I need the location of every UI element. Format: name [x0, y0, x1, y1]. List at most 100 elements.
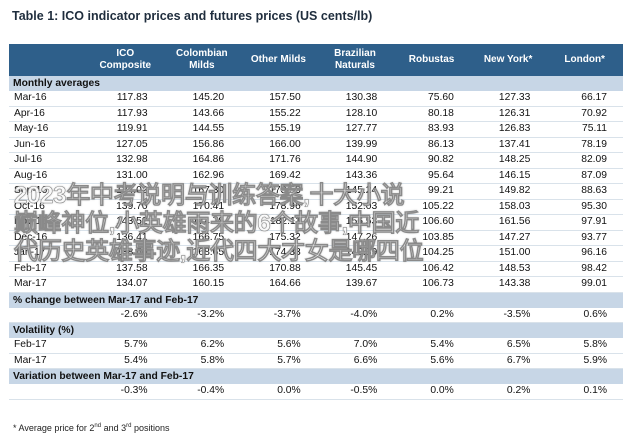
cell-value: 145.45 — [316, 261, 394, 277]
cell-value: 6.2% — [163, 338, 241, 354]
cell-value: 164.86 — [163, 152, 241, 169]
header-robustas: Robustas — [393, 44, 470, 76]
row-label — [9, 384, 87, 400]
cell-value: 105.22 — [393, 199, 470, 215]
cell-value: -0.4% — [163, 384, 241, 400]
cell-value: 0.0% — [240, 384, 317, 400]
cell-value: 143.66 — [163, 106, 241, 122]
section-label: Monthly averages — [9, 76, 623, 91]
table-row: Jan-17 138.60 168.65 174.33 149.39 104.25 151.… — [9, 245, 623, 262]
cell-value: 117.83 — [87, 91, 164, 107]
cell-value: 148.25 — [469, 152, 547, 169]
table-row: Feb-17 137.58 166.35 170.88 145.45 106.42 148.… — [9, 261, 623, 277]
table-row: Dec-16 136.41 166.75 175.32 147.26 103.85 147.… — [9, 230, 623, 246]
cell-value: 126.83 — [469, 121, 547, 138]
cell-value: 139.67 — [316, 276, 394, 293]
cell-value: 104.25 — [393, 245, 470, 262]
table-row: Mar-17 5.4% 5.8% 5.7% 6.6% 5.6% 6.7% 5.9% — [9, 353, 623, 369]
row-label: May-16 — [9, 121, 87, 138]
cell-value: 96.16 — [546, 245, 623, 262]
cell-value: 5.9% — [546, 353, 623, 369]
section-pct-change: % change between Mar-17 and Feb-17 — [9, 292, 623, 308]
cell-value: 0.1% — [546, 384, 623, 400]
cell-value: -2.6% — [87, 307, 164, 323]
cell-value: 95.64 — [393, 168, 470, 184]
table-row: -2.6% -3.2% -3.7% -4.0% 0.2% -3.5% 0.6% — [9, 307, 623, 323]
cell-value: 132.98 — [87, 152, 164, 169]
row-label: Apr-16 — [9, 106, 87, 122]
cell-value: 127.77 — [316, 121, 394, 138]
cell-value: 99.21 — [393, 183, 470, 200]
header-other-milds: Other Milds — [240, 44, 317, 76]
row-label: Feb-17 — [9, 261, 87, 277]
header-row: ICO Composite Colombian Milds Other Milds … — [9, 44, 623, 76]
cell-value: 147.26 — [316, 230, 394, 246]
header-new-york: New York* — [469, 44, 547, 76]
cell-value: -0.3% — [87, 384, 164, 400]
cell-value: 90.82 — [393, 152, 470, 169]
cell-value: 134.02 — [87, 183, 164, 200]
row-label — [9, 307, 87, 323]
cell-value: 170.88 — [240, 261, 317, 277]
row-label: Feb-17 — [9, 338, 87, 354]
section-variation: Variation between Mar-17 and Feb-17 — [9, 368, 623, 384]
section-volatility: Volatility (%) — [9, 322, 623, 338]
cell-value: 166.75 — [163, 230, 241, 246]
cell-value: 161.56 — [469, 214, 547, 231]
cell-value: 6.5% — [469, 338, 547, 354]
table-row: Nov-16 143.52 174.78 182.11 156.53 106.60 161.… — [9, 214, 623, 231]
section-monthly-averages: Monthly averages — [9, 76, 623, 91]
cell-value: 86.13 — [393, 137, 470, 153]
cell-value: 148.53 — [469, 261, 547, 277]
cell-value: 137.58 — [87, 261, 164, 277]
cell-value: 7.0% — [316, 338, 394, 354]
row-label: Jun-16 — [9, 137, 87, 153]
cell-value: 127.33 — [469, 91, 547, 107]
cell-value: 175.32 — [240, 230, 317, 246]
price-table: ICO Composite Colombian Milds Other Milds … — [9, 44, 623, 400]
cell-value: 127.05 — [87, 137, 164, 153]
cell-value: 171.76 — [240, 152, 317, 169]
cell-value: 80.18 — [393, 106, 470, 122]
cell-value: 128.10 — [316, 106, 394, 122]
cell-value: 145.24 — [316, 183, 394, 200]
cell-value: 166.00 — [240, 137, 317, 153]
cell-value: 143.38 — [469, 276, 547, 293]
cell-value: 0.2% — [469, 384, 547, 400]
cell-value: 78.19 — [546, 137, 623, 153]
cell-value: 0.6% — [546, 307, 623, 323]
cell-value: 106.60 — [393, 214, 470, 231]
cell-value: 97.91 — [546, 214, 623, 231]
row-label: Aug-16 — [9, 168, 87, 184]
row-label: Mar-17 — [9, 276, 87, 293]
cell-value: 6.6% — [316, 353, 394, 369]
cell-value: 139.99 — [316, 137, 394, 153]
cell-value: 174.33 — [240, 245, 317, 262]
cell-value: 87.09 — [546, 168, 623, 184]
header-corner — [9, 44, 87, 76]
row-label: Mar-16 — [9, 91, 87, 107]
section-label: % change between Mar-17 and Feb-17 — [9, 292, 623, 308]
cell-value: 167.30 — [163, 183, 241, 200]
cell-value: 75.60 — [393, 91, 470, 107]
cell-value: 0.0% — [393, 384, 470, 400]
header-ico-composite: ICO Composite — [87, 44, 164, 76]
cell-value: 143.36 — [316, 168, 394, 184]
cell-value: 98.42 — [546, 261, 623, 277]
cell-value: -4.0% — [316, 307, 394, 323]
cell-value: 164.66 — [240, 276, 317, 293]
cell-value: 88.63 — [546, 183, 623, 200]
cell-value: 168.65 — [163, 245, 241, 262]
cell-value: 174.78 — [163, 214, 241, 231]
cell-value: 119.91 — [87, 121, 164, 138]
cell-value: -3.2% — [163, 307, 241, 323]
cell-value: 103.85 — [393, 230, 470, 246]
table-row: Aug-16 131.00 162.96 169.42 143.36 95.64 146.1… — [9, 168, 623, 184]
cell-value: 5.8% — [163, 353, 241, 369]
cell-value: 5.6% — [240, 338, 317, 354]
header-brazilian-naturals: Brazilian Naturals — [316, 44, 394, 76]
footnote: * Average price for 2nd and 3rd position… — [13, 423, 170, 433]
table-row: Apr-16 117.93 143.66 155.22 128.10 80.18 126.3… — [9, 106, 623, 122]
cell-value: 66.17 — [546, 91, 623, 107]
cell-value: 170.41 — [163, 199, 241, 215]
